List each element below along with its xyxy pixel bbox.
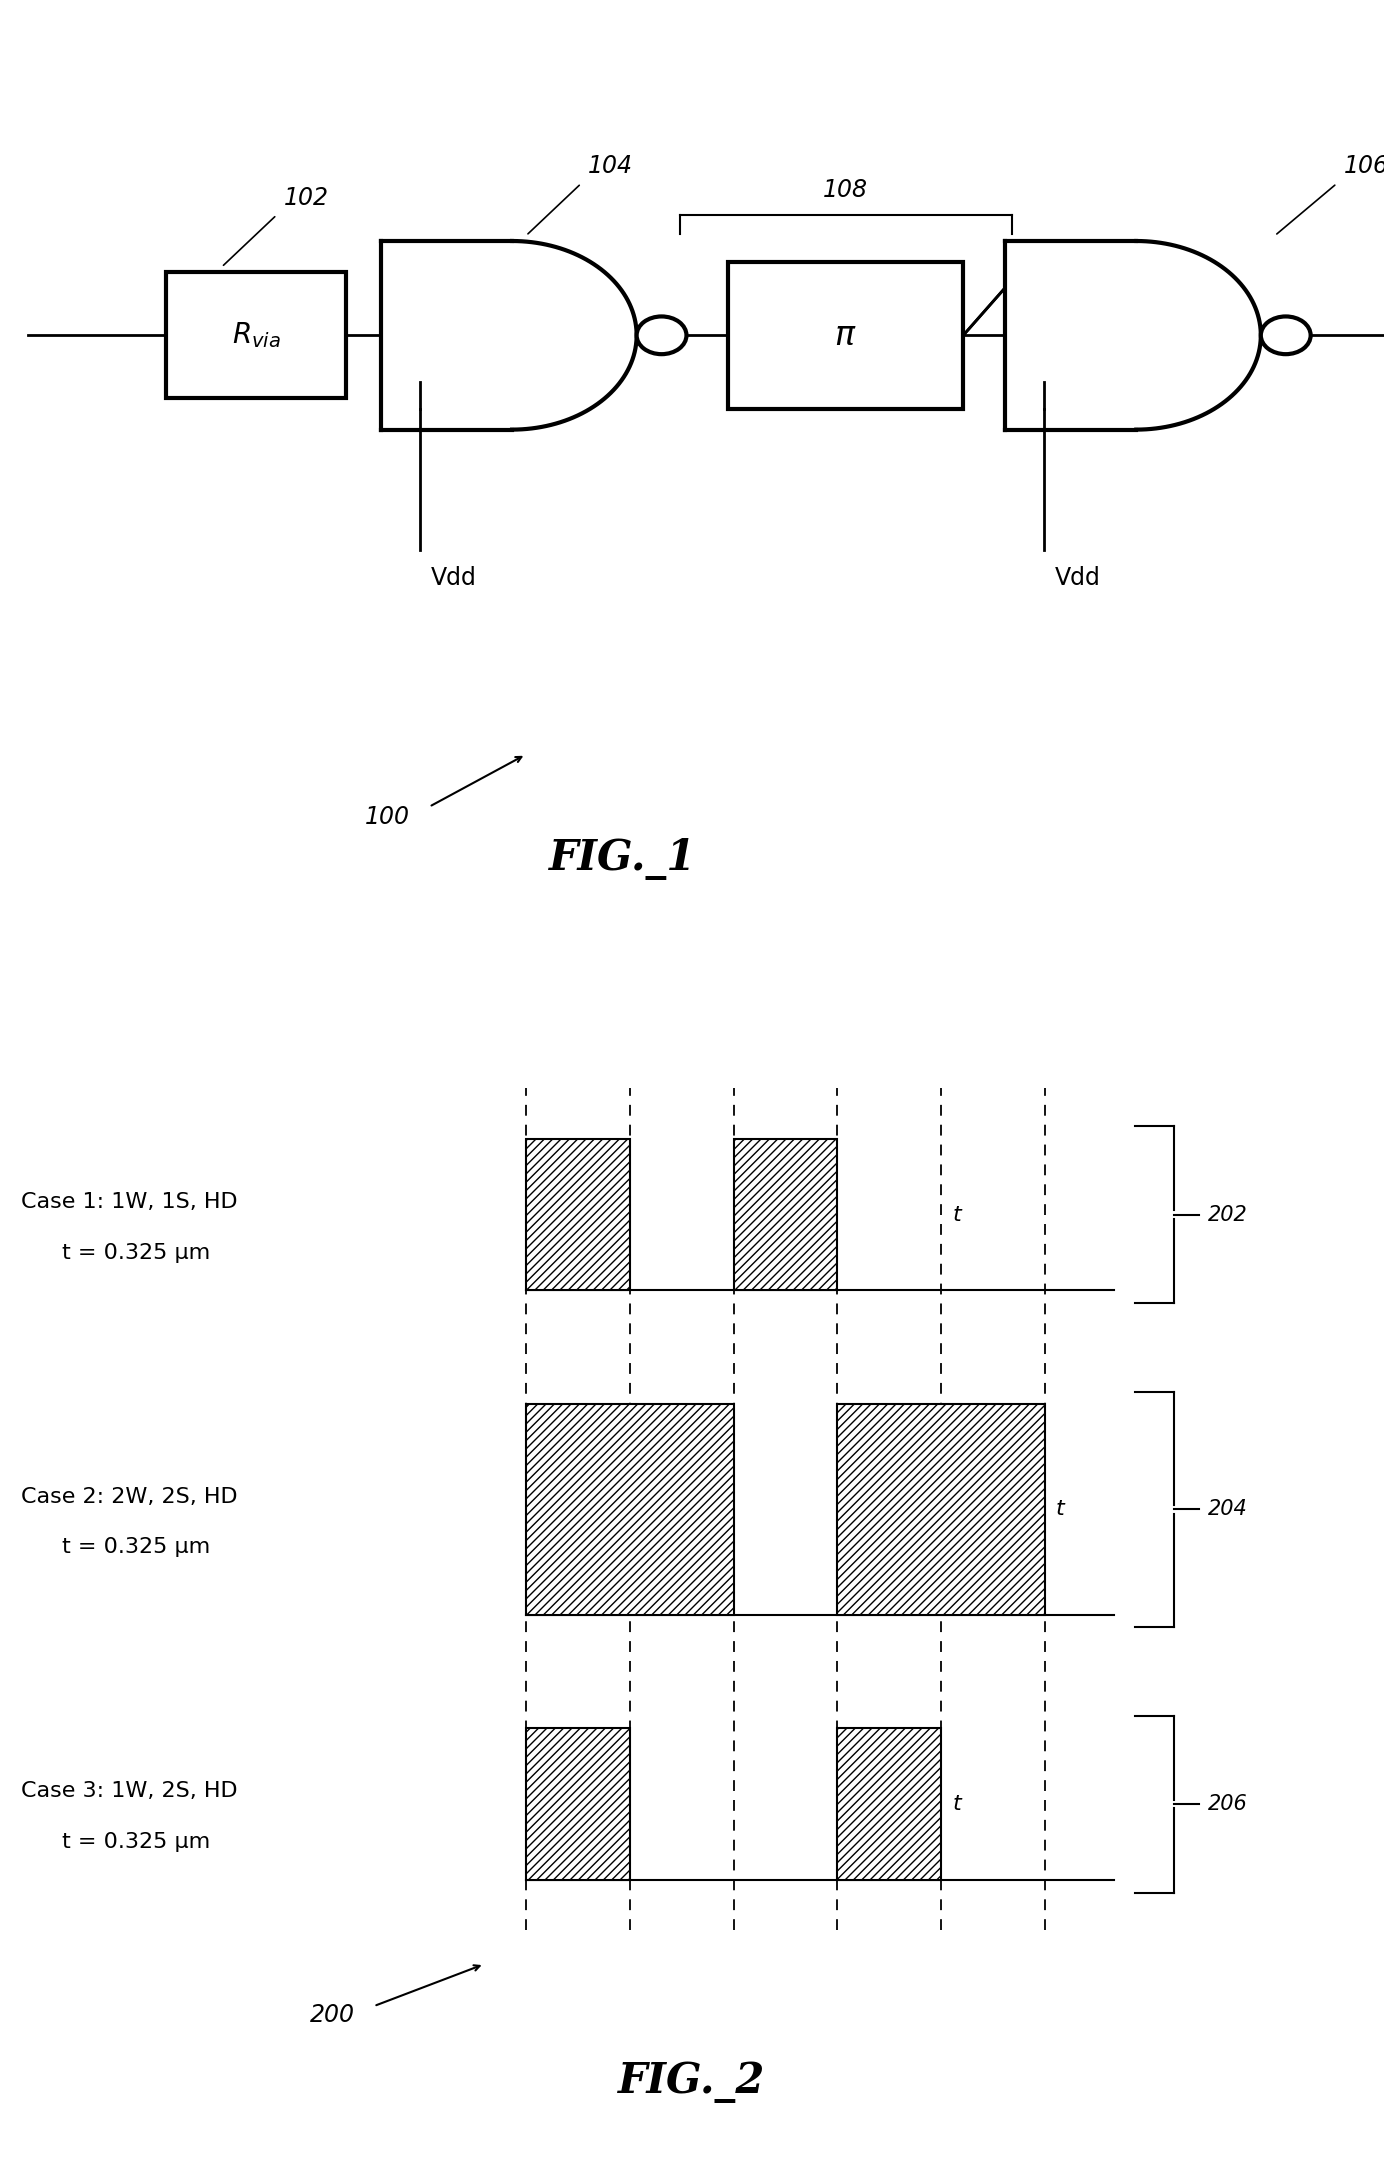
Text: t = 0.325 μm: t = 0.325 μm [62,1832,210,1851]
Bar [526,1729,630,1880]
Text: Case 3: 1W, 2S, HD: Case 3: 1W, 2S, HD [21,1781,238,1801]
Text: 104: 104 [588,155,634,179]
Text: Case 1: 1W, 1S, HD: Case 1: 1W, 1S, HD [21,1192,238,1212]
Text: FIG._1: FIG._1 [549,838,696,880]
Text: Case 2: 2W, 2S, HD: Case 2: 2W, 2S, HD [21,1487,238,1506]
Polygon shape [1005,240,1261,430]
Text: 106: 106 [1344,155,1384,179]
Text: t = 0.325 μm: t = 0.325 μm [62,1242,210,1262]
Bar [728,262,963,408]
Text: t: t [952,1794,960,1814]
Text: 204: 204 [1208,1500,1248,1519]
Text: t: t [952,1205,960,1225]
Text: $R_{via}$: $R_{via}$ [231,321,281,349]
Text: FIG._2: FIG._2 [619,2061,765,2102]
Text: 108: 108 [823,179,868,203]
Text: 202: 202 [1208,1205,1248,1225]
Bar [837,1729,941,1880]
Text: t = 0.325 μm: t = 0.325 μm [62,1537,210,1556]
Text: 200: 200 [310,2002,354,2026]
Circle shape [637,317,686,354]
Text: t: t [1056,1500,1064,1519]
Text: 102: 102 [284,186,329,210]
Bar [526,1404,734,1615]
Text: 206: 206 [1208,1794,1248,1814]
Bar [837,1404,1045,1615]
Polygon shape [381,240,637,430]
Bar [166,273,346,397]
Circle shape [1261,317,1311,354]
Text: Vdd: Vdd [432,565,477,589]
Text: $\pi$: $\pi$ [835,319,857,351]
Text: 100: 100 [365,806,410,830]
Bar [526,1140,630,1290]
Bar [734,1140,837,1290]
Text: Vdd: Vdd [1055,565,1102,589]
